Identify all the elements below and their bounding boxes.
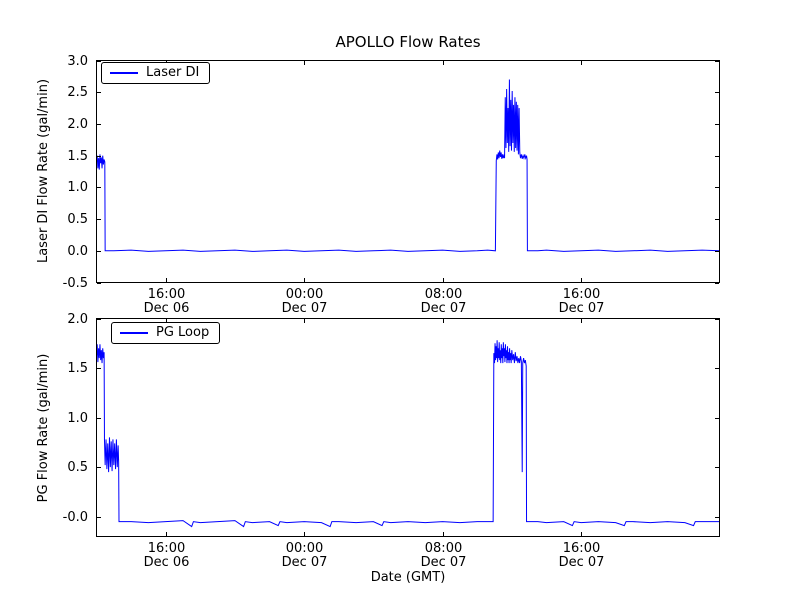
legend-pg-loop: PG Loop xyxy=(111,322,221,344)
y-tick-label: 1.5 xyxy=(67,360,88,376)
axes-frame xyxy=(96,318,720,537)
legend-label-laser-di: Laser DI xyxy=(146,65,200,80)
y-tick-label: -0.0 xyxy=(62,509,88,525)
x-tick-label: 16:00 Dec 07 xyxy=(558,541,605,570)
y-tick-label: 1.0 xyxy=(67,410,88,426)
y-tick-label: 2.0 xyxy=(67,311,88,327)
laser-di-line xyxy=(96,79,720,252)
legend-laser-di: Laser DI xyxy=(101,62,211,84)
subplot-laser-di xyxy=(96,60,720,284)
legend-line-sample-pg-loop xyxy=(120,332,148,334)
pg-loop-line xyxy=(96,340,720,528)
chart-title: APOLLO Flow Rates xyxy=(335,33,481,51)
y-tick-label: 0.5 xyxy=(67,211,88,227)
axes-frame xyxy=(96,60,720,283)
x-tick-label: 00:00 Dec 07 xyxy=(281,287,328,316)
subplot-pg-loop xyxy=(96,318,720,537)
y-tick-label: 3.0 xyxy=(67,53,88,69)
y-tick-label: 2.5 xyxy=(67,84,88,100)
y-tick-label: 0.5 xyxy=(67,459,88,475)
y-tick-label: 1.5 xyxy=(67,148,88,164)
x-axis-label: Date (GMT) xyxy=(370,570,446,585)
legend-line-sample-laser-di xyxy=(110,72,138,74)
y-tick-label: 2.0 xyxy=(67,116,88,132)
x-tick-label: 16:00 Dec 06 xyxy=(143,287,190,316)
y-tick-label: -0.5 xyxy=(62,275,88,291)
x-tick-label: 00:00 Dec 07 xyxy=(281,541,328,570)
x-tick-label: 08:00 Dec 07 xyxy=(420,287,467,316)
y-tick-label: 0.0 xyxy=(67,243,88,259)
x-tick-label: 16:00 Dec 06 xyxy=(143,541,190,570)
x-tick-label: 08:00 Dec 07 xyxy=(420,541,467,570)
y-tick-label: 1.0 xyxy=(67,179,88,195)
legend-label-pg-loop: PG Loop xyxy=(156,325,210,340)
x-tick-label: 16:00 Dec 07 xyxy=(558,287,605,316)
